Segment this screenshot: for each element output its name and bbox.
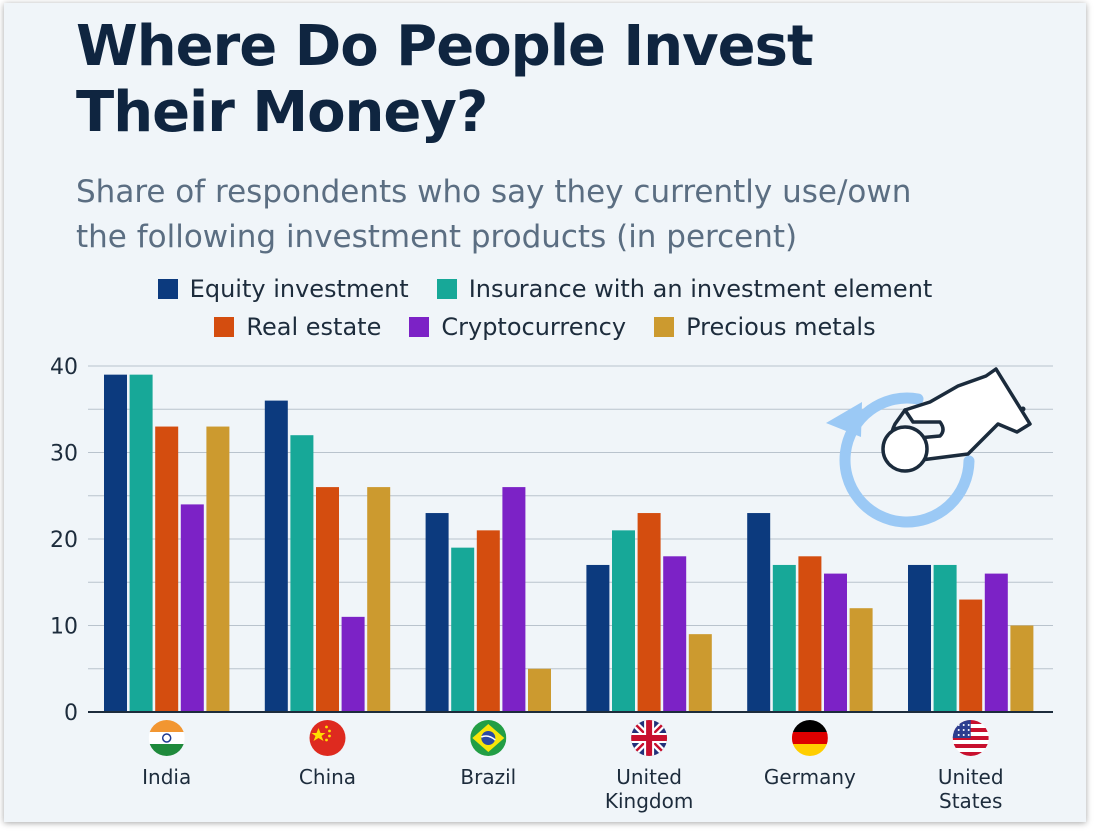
cycle-arrow	[839, 392, 975, 528]
bar	[984, 573, 1008, 712]
bar	[180, 504, 204, 712]
legend-item: Precious metals	[654, 313, 876, 341]
legend-label: Real estate	[246, 313, 382, 341]
bar	[688, 634, 712, 712]
x-category-label: States	[939, 789, 1002, 813]
legend-swatch	[409, 317, 430, 337]
bar	[747, 513, 771, 712]
y-tick-label: 0	[64, 701, 78, 726]
bar	[316, 487, 339, 712]
bar	[1010, 625, 1034, 712]
chart-legend: Equity investment Insurance with an inves…	[0, 270, 1090, 346]
x-category-label: United	[938, 765, 1004, 789]
x-category-label: India	[142, 765, 191, 789]
x-category-label: China	[299, 765, 356, 789]
y-tick-label: 10	[50, 615, 78, 640]
bar	[849, 608, 873, 712]
bar	[155, 426, 179, 712]
bar	[637, 513, 661, 712]
legend-swatch	[157, 279, 178, 299]
bar	[451, 547, 475, 712]
x-category-label: Kingdom	[605, 789, 693, 813]
bar	[772, 564, 796, 712]
bar	[528, 668, 551, 712]
bar	[206, 426, 230, 712]
legend-row: Equity investment Insurance with an inves…	[0, 270, 1090, 308]
bar	[824, 573, 847, 712]
bar	[425, 513, 449, 712]
china-flag-icon	[309, 720, 346, 756]
legend-label: Cryptocurrency	[441, 313, 627, 341]
coin	[881, 425, 929, 473]
legend-label: Equity investment	[189, 275, 409, 303]
bar	[341, 616, 365, 712]
legend-swatch	[214, 317, 235, 337]
title-line-1: Where Do People Invest	[76, 14, 814, 79]
bar	[798, 556, 822, 712]
x-category-label: United	[616, 765, 682, 789]
brazil-flag-icon	[470, 720, 507, 756]
bar	[476, 530, 500, 712]
x-category-label: Brazil	[460, 765, 516, 789]
y-tick-label: 40	[50, 355, 78, 380]
legend-item: Insurance with an investment element	[436, 275, 933, 303]
cycle-arrowhead	[826, 402, 862, 437]
bar	[367, 487, 391, 712]
bar	[612, 530, 635, 712]
bar	[908, 564, 931, 712]
bar	[264, 400, 288, 712]
bar	[663, 556, 687, 712]
y-tick-label: 30	[50, 442, 78, 467]
subtitle-line-1: Share of respondents who say they curren…	[76, 174, 912, 210]
legend-label: Insurance with an investment element	[468, 275, 933, 303]
cuff-button	[1020, 406, 1026, 412]
bar	[129, 374, 153, 712]
legend-label: Precious metals	[686, 313, 876, 341]
united-kingdom-flag-icon	[631, 720, 668, 756]
bar	[933, 564, 957, 712]
germany-flag-icon	[791, 720, 828, 756]
chart-title: Where Do People Invest Their Money?	[76, 14, 976, 146]
x-category-label: Germany	[764, 765, 856, 789]
gridlines	[88, 365, 1053, 670]
bar	[502, 487, 526, 712]
united-states-flag-icon	[952, 720, 989, 756]
legend-item: Cryptocurrency	[409, 313, 626, 341]
bar	[290, 435, 314, 712]
subtitle-line-2: the following investment products (in pe…	[76, 219, 798, 255]
legend-swatch	[654, 317, 675, 337]
chart-subtitle: Share of respondents who say they curren…	[76, 170, 1056, 260]
hand-coin-cycle-icon	[826, 367, 1032, 528]
legend-item: Real estate	[214, 313, 381, 341]
legend-row: Real estate Cryptocurrency Precious metals	[0, 308, 1090, 346]
bar	[104, 374, 127, 712]
bar	[959, 599, 983, 712]
legend-swatch	[436, 279, 457, 299]
legend-item: Equity investment	[157, 275, 409, 303]
india-flag-icon	[148, 720, 185, 756]
title-line-2: Their Money?	[76, 80, 488, 145]
bar	[586, 564, 610, 712]
y-tick-label: 20	[50, 528, 78, 553]
